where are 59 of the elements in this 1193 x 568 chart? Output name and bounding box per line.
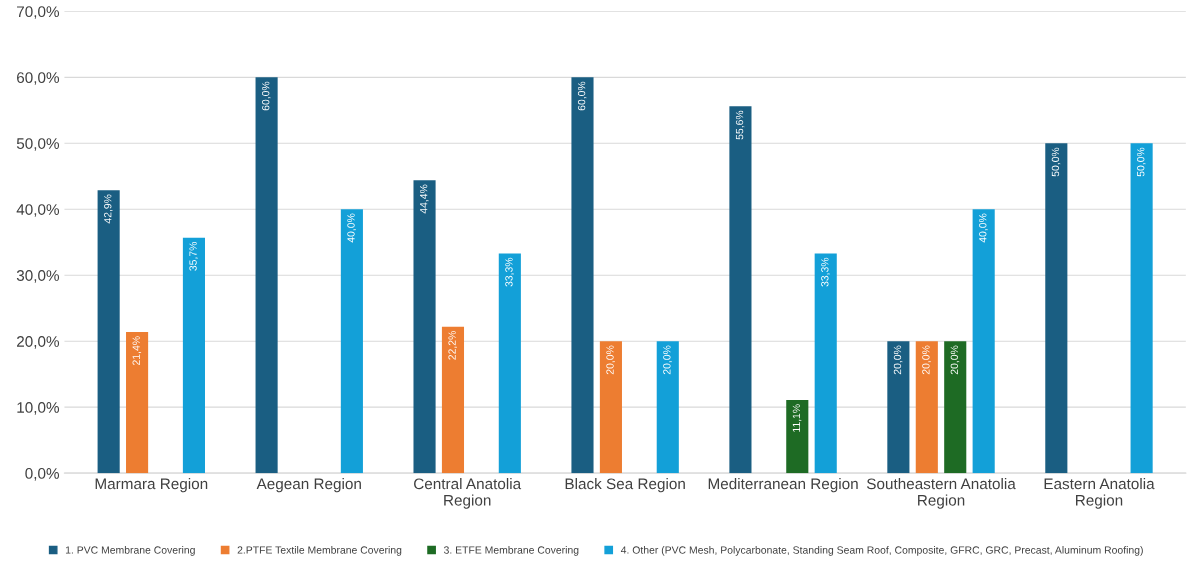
y-tick-label: 40,0%	[16, 204, 60, 217]
bar	[255, 77, 278, 474]
bar	[599, 341, 622, 474]
data-label: 20,0%	[893, 345, 903, 375]
data-label: 35,7%	[189, 241, 198, 271]
y-tick-label: 50,0%	[16, 138, 60, 151]
data-label: 20,0%	[950, 345, 960, 375]
bar	[944, 341, 967, 474]
data-label: 11,1%	[792, 404, 802, 432]
data-label: 22,2%	[448, 331, 457, 360]
data-label: 50,0%	[1137, 147, 1146, 177]
bar	[413, 180, 436, 474]
y-tick-label: 60,0%	[17, 72, 60, 85]
bar	[729, 106, 752, 474]
bar	[126, 331, 149, 474]
data-label: 33,3%	[505, 257, 514, 287]
bar	[182, 237, 205, 474]
x-tick-label: Marmara Region	[95, 478, 208, 493]
x-tick-label: Aegean Region	[256, 478, 361, 493]
legend-label: 4. Other (PVC Mesh, Polycarbonate, Standing Seam Roof, Composite, GFRC, GRC, Precast, Aluminum Roofing)	[620, 546, 1143, 556]
x-tick-label: Mediterranean Region	[708, 478, 858, 493]
data-label: 33,3%	[821, 257, 830, 287]
data-label: 40,0%	[347, 213, 356, 243]
x-tick-label: Eastern Anatolia Region	[1044, 478, 1155, 509]
x-tick-label: Black Sea Region	[565, 478, 685, 493]
legend-label: 3. ETFE Membrane Covering	[443, 546, 579, 556]
bar	[656, 341, 679, 474]
data-label: 20,0%	[606, 345, 615, 375]
x-tick-label: Central Anatolia Region	[414, 478, 522, 509]
legend-label: 2.PTFE Textile Membrane Covering	[237, 546, 402, 556]
data-label: 40,0%	[979, 213, 988, 243]
bar	[441, 326, 465, 474]
y-tick-label: 0,0%	[25, 468, 60, 481]
bar	[571, 77, 594, 474]
bar	[786, 399, 809, 474]
y-tick-label: 20,0%	[17, 336, 60, 349]
data-label: 21,4%	[132, 336, 142, 365]
bar	[814, 253, 837, 474]
data-label: 60,0%	[577, 81, 587, 111]
data-label: 60,0%	[262, 81, 271, 111]
data-label: 50,0%	[1051, 147, 1061, 177]
data-label: 55,6%	[735, 110, 745, 140]
bar	[915, 341, 938, 474]
data-label: 44,4%	[420, 184, 429, 214]
legend-label: 1. PVC Membrane Covering	[65, 546, 195, 556]
x-tick-label: Southeastern Anatolia Region	[866, 478, 1016, 509]
bar	[498, 253, 521, 474]
data-label: 20,0%	[922, 345, 931, 375]
y-tick-label: 10,0%	[17, 402, 60, 415]
bar	[887, 341, 910, 474]
data-label: 42,9%	[104, 194, 113, 224]
data-label: 20,0%	[663, 345, 672, 375]
bar	[97, 190, 120, 474]
y-tick-label: 30,0%	[16, 270, 60, 283]
bar	[1045, 143, 1068, 474]
y-tick-label: 70,0%	[17, 6, 60, 19]
bar	[340, 209, 363, 474]
bar	[972, 209, 995, 474]
bar	[1130, 143, 1153, 474]
